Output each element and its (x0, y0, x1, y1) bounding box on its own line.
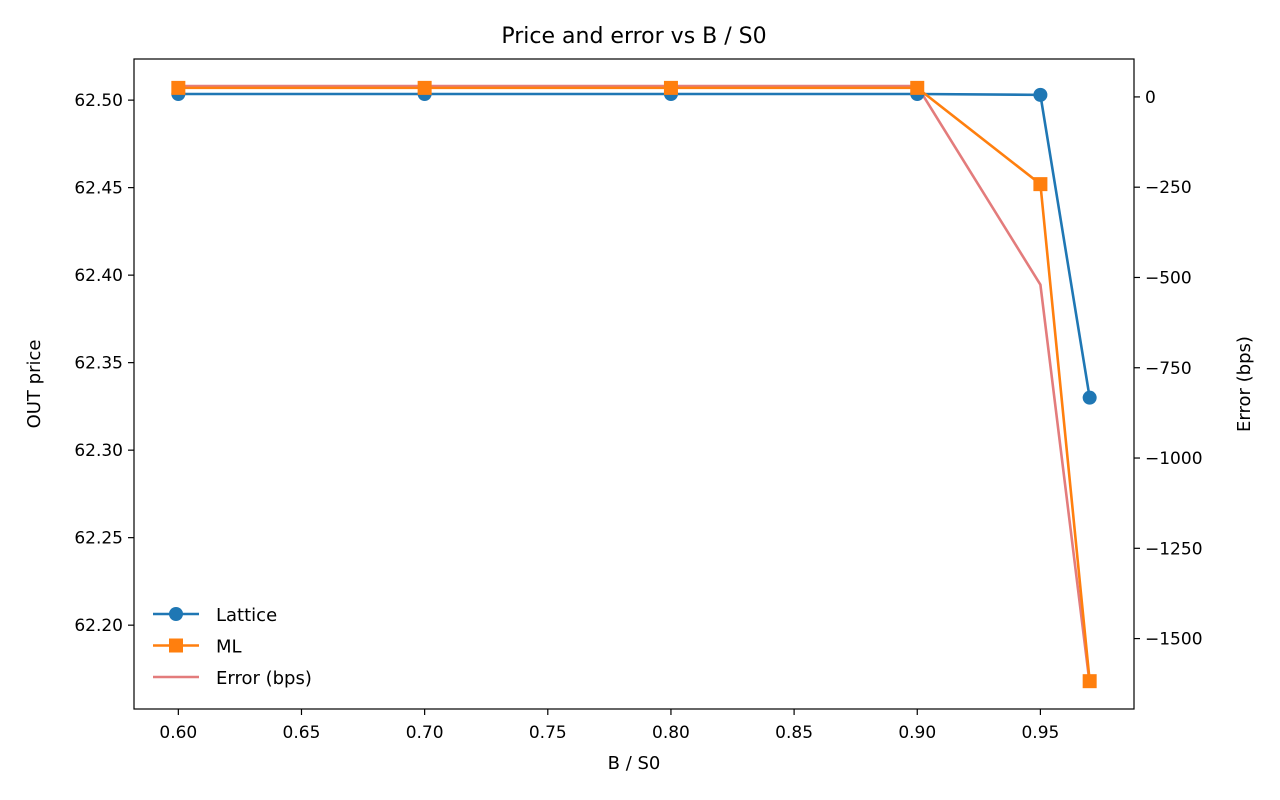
ml-point (910, 80, 925, 95)
y-tick-label: 62.30 (74, 441, 123, 461)
y2-tick-label: 0 (1145, 88, 1156, 108)
y-axis-left: 62.20 62.25 62.30 62.35 62.40 62.45 62.50 (74, 91, 134, 636)
x-tick-label: 0.70 (406, 723, 444, 743)
ml-line (178, 86, 1091, 682)
lattice-point (1033, 87, 1048, 102)
ml-point (1033, 177, 1048, 192)
ml-point (663, 80, 678, 95)
y-tick-label: 62.25 (74, 529, 123, 549)
x-tick-label: 0.60 (159, 723, 197, 743)
legend-lattice-marker (169, 607, 183, 621)
y-tick-label: 62.50 (74, 91, 123, 111)
y-axis-right: 0 −250 −500 −750 −1000 −1250 −1500 (1134, 88, 1203, 650)
y2-tick-label: −250 (1145, 178, 1192, 198)
legend-error-bps-label: Error (bps) (216, 668, 312, 689)
y-axis-label: OUT price (24, 340, 45, 429)
y2-tick-label: −750 (1145, 359, 1192, 379)
plot-markers (171, 80, 1097, 689)
plot-lines (178, 84, 1091, 684)
y2-axis-label: Error (bps) (1234, 336, 1255, 432)
lattice-point (1082, 390, 1097, 405)
y-tick-label: 62.45 (74, 179, 123, 199)
x-tick-label: 0.75 (529, 723, 567, 743)
lattice-line (178, 92, 1091, 398)
x-axis: 0.60 0.65 0.70 0.75 0.80 0.85 0.90 0.95 (159, 709, 1059, 743)
legend: Lattice ML Error (bps) (153, 605, 312, 689)
y-tick-label: 62.40 (74, 266, 123, 286)
y-tick-label: 62.20 (74, 616, 123, 636)
y2-tick-label: −500 (1145, 268, 1192, 288)
x-tick-label: 0.90 (898, 723, 936, 743)
y-tick-label: 62.35 (74, 354, 123, 374)
ml-point (171, 80, 186, 95)
legend-ml-label: ML (216, 637, 242, 658)
chart-title: Price and error vs B / S0 (501, 24, 766, 49)
ml-point (1082, 674, 1097, 689)
x-tick-label: 0.80 (652, 723, 690, 743)
y2-tick-label: −1500 (1145, 630, 1203, 650)
legend-ml-marker (169, 638, 183, 653)
x-axis-label: B / S0 (608, 753, 661, 774)
x-tick-label: 0.95 (1021, 723, 1059, 743)
ml-point (417, 80, 432, 95)
x-tick-label: 0.85 (775, 723, 813, 743)
error-bps-line (178, 84, 1091, 684)
plot-frame (133, 58, 1135, 710)
y2-tick-label: −1250 (1145, 539, 1203, 559)
y2-tick-label: −1000 (1145, 449, 1203, 469)
x-tick-label: 0.65 (283, 723, 321, 743)
legend-lattice-label: Lattice (216, 605, 277, 626)
